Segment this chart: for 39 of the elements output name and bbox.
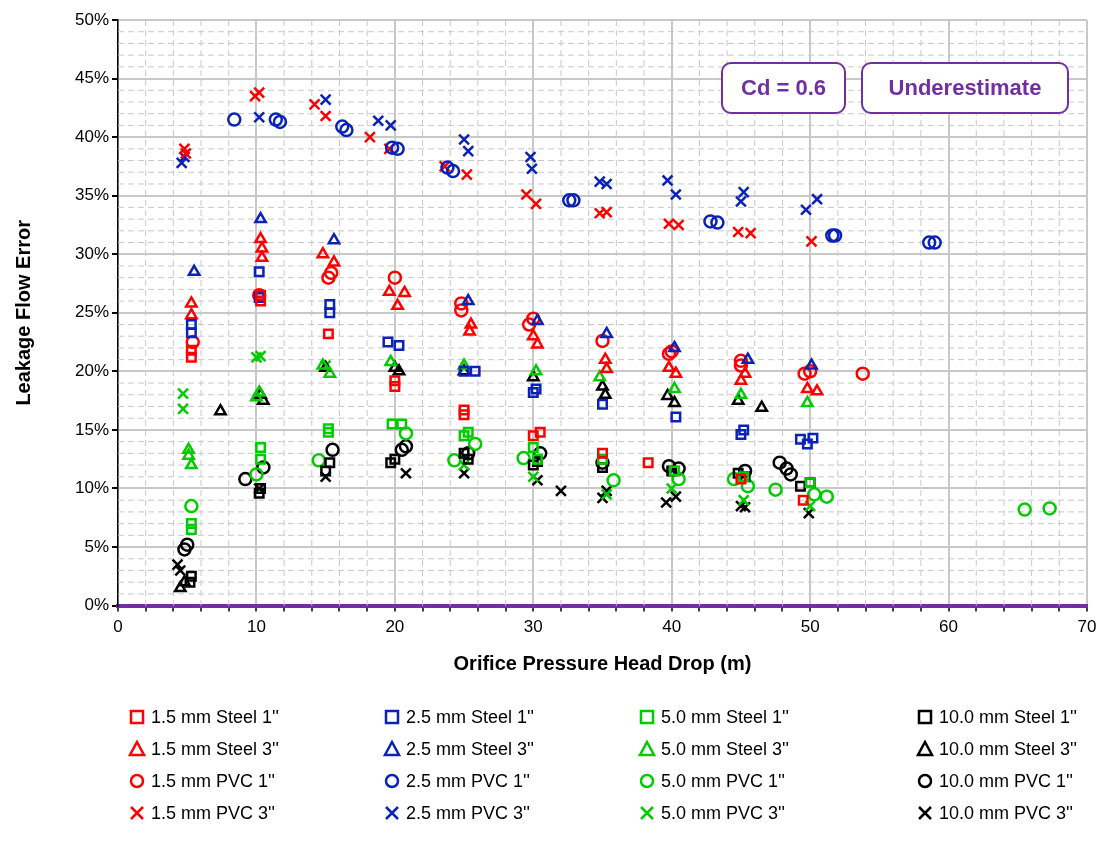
legend-label: 1.5 mm PVC 3'' bbox=[151, 802, 275, 824]
y-tick-label: 35% bbox=[74, 185, 109, 205]
y-tick-label: 25% bbox=[74, 302, 109, 322]
y-tick-label: 30% bbox=[74, 243, 109, 263]
y-tick-label: 15% bbox=[74, 419, 109, 439]
y-tick-label: 10% bbox=[74, 478, 109, 498]
y-tick-label: 40% bbox=[74, 126, 109, 146]
y-tick-label: 0% bbox=[84, 595, 109, 615]
y-tick-label: 45% bbox=[74, 68, 109, 88]
x-tick-label: 20 bbox=[385, 617, 405, 637]
legend-label: 10.0 mm Steel 1'' bbox=[939, 706, 1077, 728]
annotation: Underestimate bbox=[861, 62, 1069, 114]
legend-label: 10.0 mm PVC 1'' bbox=[939, 770, 1073, 792]
legend-label: 5.0 mm PVC 3'' bbox=[661, 802, 785, 824]
y-tick-label: 50% bbox=[74, 9, 109, 29]
x-tick-label: 50 bbox=[800, 617, 820, 637]
x-tick-label: 0 bbox=[113, 617, 123, 637]
x-tick-label: 60 bbox=[939, 617, 959, 637]
legend-label: 1.5 mm Steel 3'' bbox=[151, 738, 279, 760]
legend-label: 10.0 mm PVC 3'' bbox=[939, 802, 1073, 824]
annotation: Cd = 0.6 bbox=[721, 62, 846, 114]
y-axis-title: Leakage Flow Error bbox=[11, 219, 34, 406]
y-tick-label: 5% bbox=[84, 536, 109, 556]
legend-label: 1.5 mm PVC 1'' bbox=[151, 770, 275, 792]
x-tick-label: 40 bbox=[662, 617, 682, 637]
x-axis-title: Orifice Pressure Head Drop (m) bbox=[453, 651, 752, 674]
legend-label: 2.5 mm PVC 1'' bbox=[406, 770, 530, 792]
x-tick-label: 30 bbox=[523, 617, 543, 637]
legend-label: 5.0 mm Steel 1'' bbox=[661, 706, 789, 728]
legend-label: 5.0 mm Steel 3'' bbox=[661, 738, 789, 760]
y-tick-label: 20% bbox=[74, 361, 109, 381]
x-tick-label: 70 bbox=[1077, 617, 1097, 637]
x-tick-label: 10 bbox=[246, 617, 266, 637]
legend-label: 5.0 mm PVC 1'' bbox=[661, 770, 785, 792]
legend-label: 2.5 mm Steel 3'' bbox=[406, 738, 534, 760]
legend-label: 10.0 mm Steel 3'' bbox=[939, 738, 1077, 760]
legend-label: 2.5 mm Steel 1'' bbox=[406, 706, 534, 728]
legend-label: 2.5 mm PVC 3'' bbox=[406, 802, 530, 824]
legend-label: 1.5 mm Steel 1'' bbox=[151, 706, 279, 728]
